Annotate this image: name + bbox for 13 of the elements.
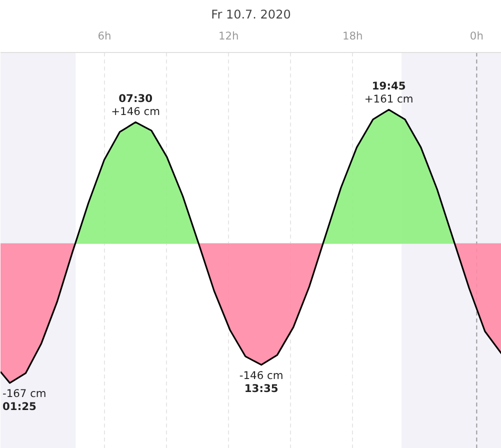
annotation: +146 cm xyxy=(111,105,160,118)
annotation: -146 cm xyxy=(239,368,284,382)
annotation: -167 cm xyxy=(2,386,46,400)
x-tick-label: 6h xyxy=(98,30,112,42)
x-tick-label: 18h xyxy=(342,30,363,42)
annotation: 19:45 xyxy=(372,80,406,93)
x-tick-label: 12h xyxy=(218,30,239,42)
annotation: 13:35 xyxy=(244,382,278,395)
x-tick-label: 0h xyxy=(470,30,484,42)
chart-title: Fr 10.7. 2020 xyxy=(211,8,291,22)
annotation: 01:25 xyxy=(2,400,36,413)
annotation: 07:30 xyxy=(118,92,153,106)
annotation: +161 cm xyxy=(364,92,414,106)
